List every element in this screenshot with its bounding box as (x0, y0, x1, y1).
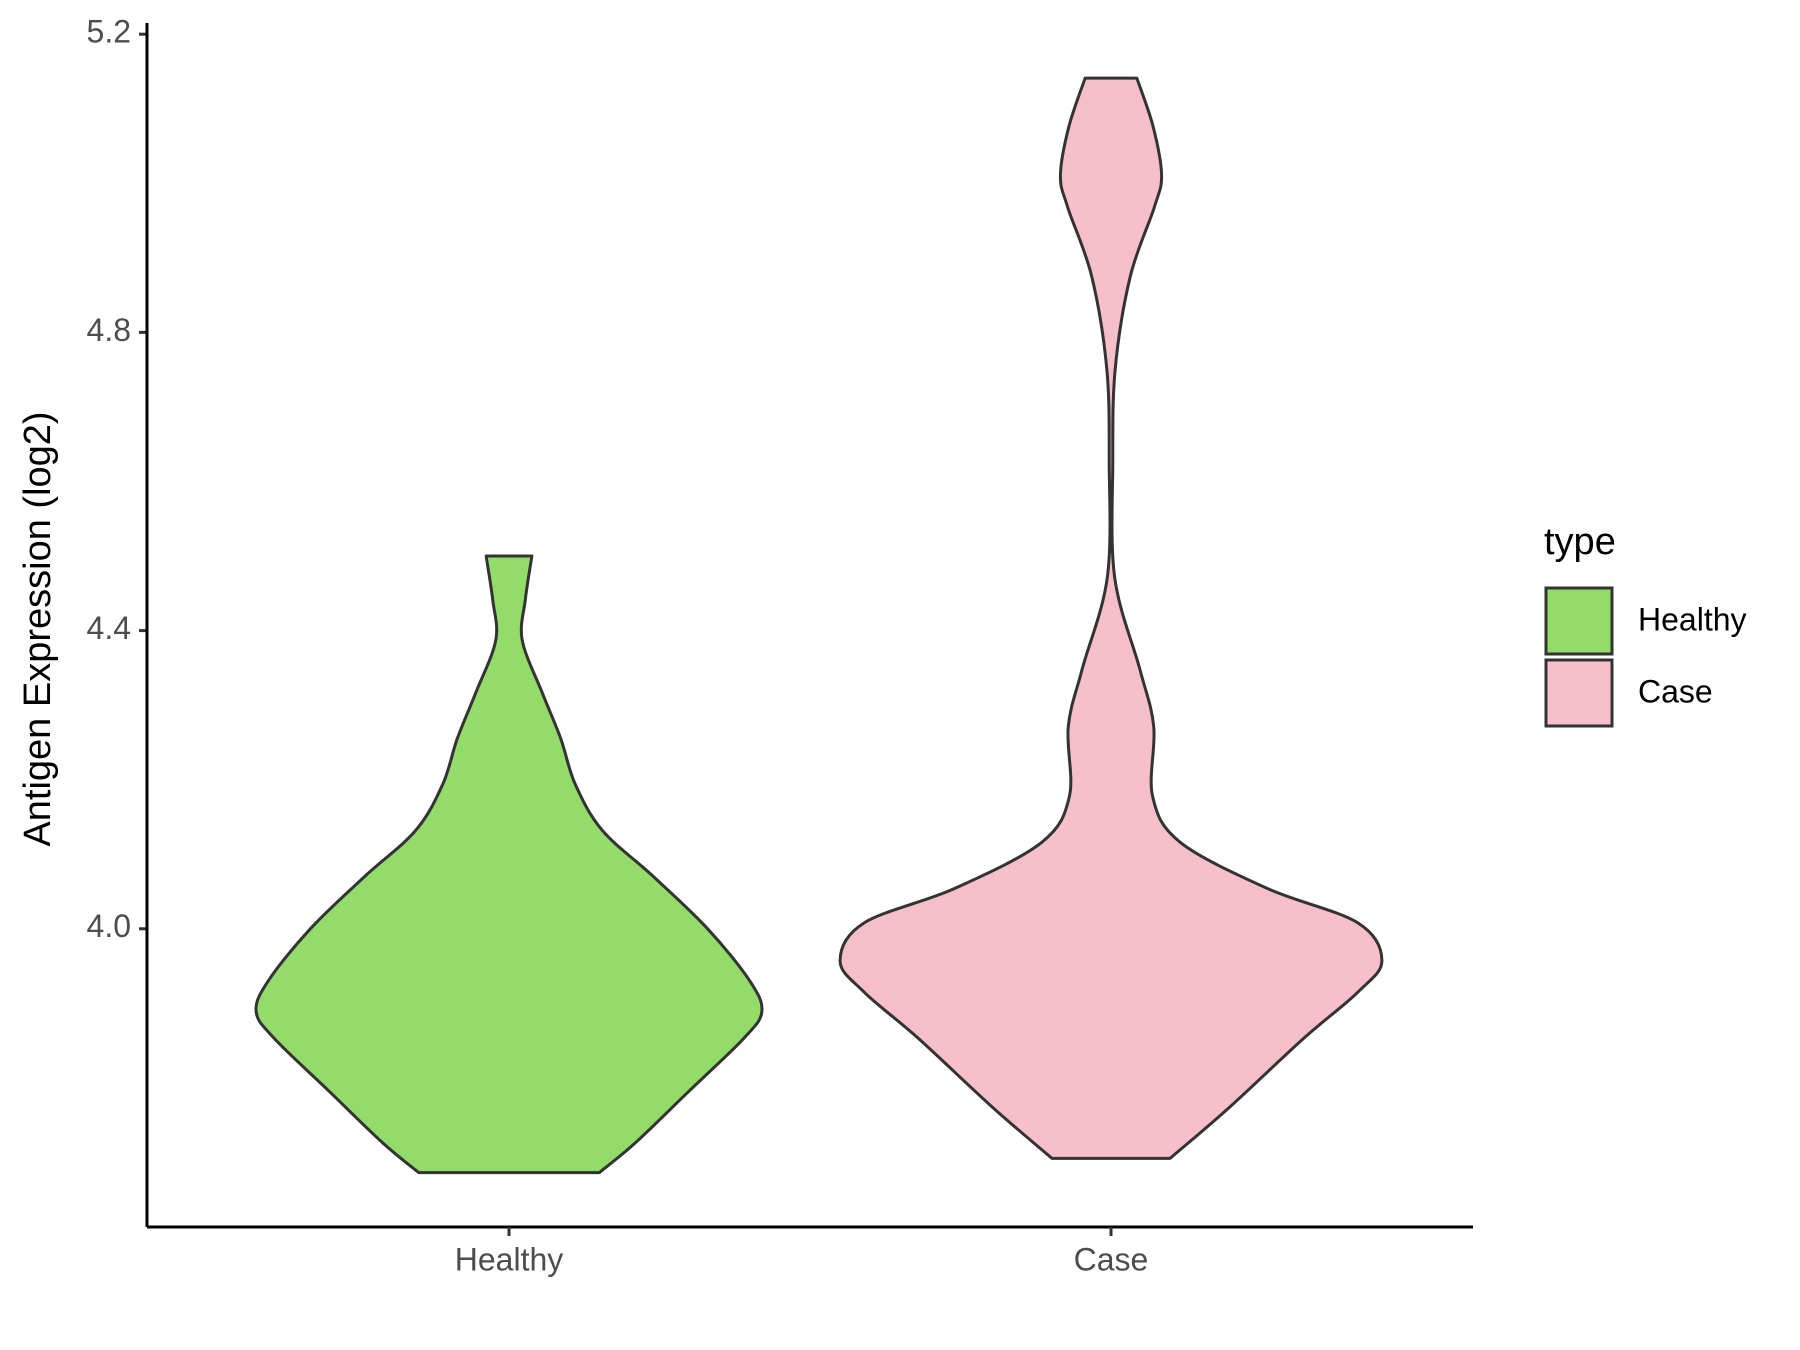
legend-key (1544, 586, 1614, 656)
y-tick-label: 5.2 (87, 14, 131, 50)
legend-key (1544, 658, 1614, 728)
x-tick-label: Case (1074, 1241, 1149, 1277)
y-axis-title: Antigen Expression (log2) (17, 411, 59, 846)
y-tick-label: 4.0 (87, 908, 131, 944)
legend-label: Healthy (1638, 601, 1747, 637)
violin (254, 554, 764, 1175)
legend-title: type (1544, 521, 1616, 563)
x-tick-label: Healthy (455, 1241, 564, 1277)
y-tick-label: 4.4 (87, 610, 131, 646)
legend-label: Case (1638, 673, 1713, 709)
y-tick-label: 4.8 (87, 312, 131, 348)
violin (838, 76, 1384, 1160)
